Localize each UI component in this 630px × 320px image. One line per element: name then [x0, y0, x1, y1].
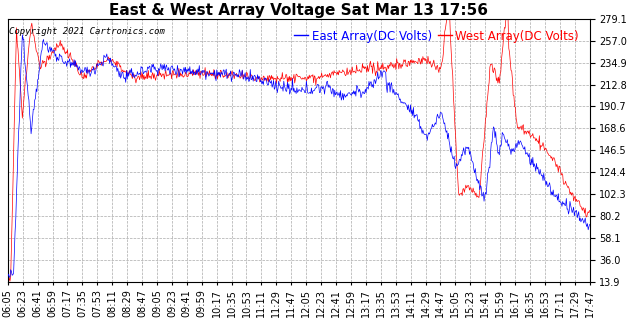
Text: Copyright 2021 Cartronics.com: Copyright 2021 Cartronics.com	[9, 27, 165, 36]
Title: East & West Array Voltage Sat Mar 13 17:56: East & West Array Voltage Sat Mar 13 17:…	[109, 3, 488, 18]
Legend: East Array(DC Volts), West Array(DC Volts): East Array(DC Volts), West Array(DC Volt…	[289, 25, 584, 47]
